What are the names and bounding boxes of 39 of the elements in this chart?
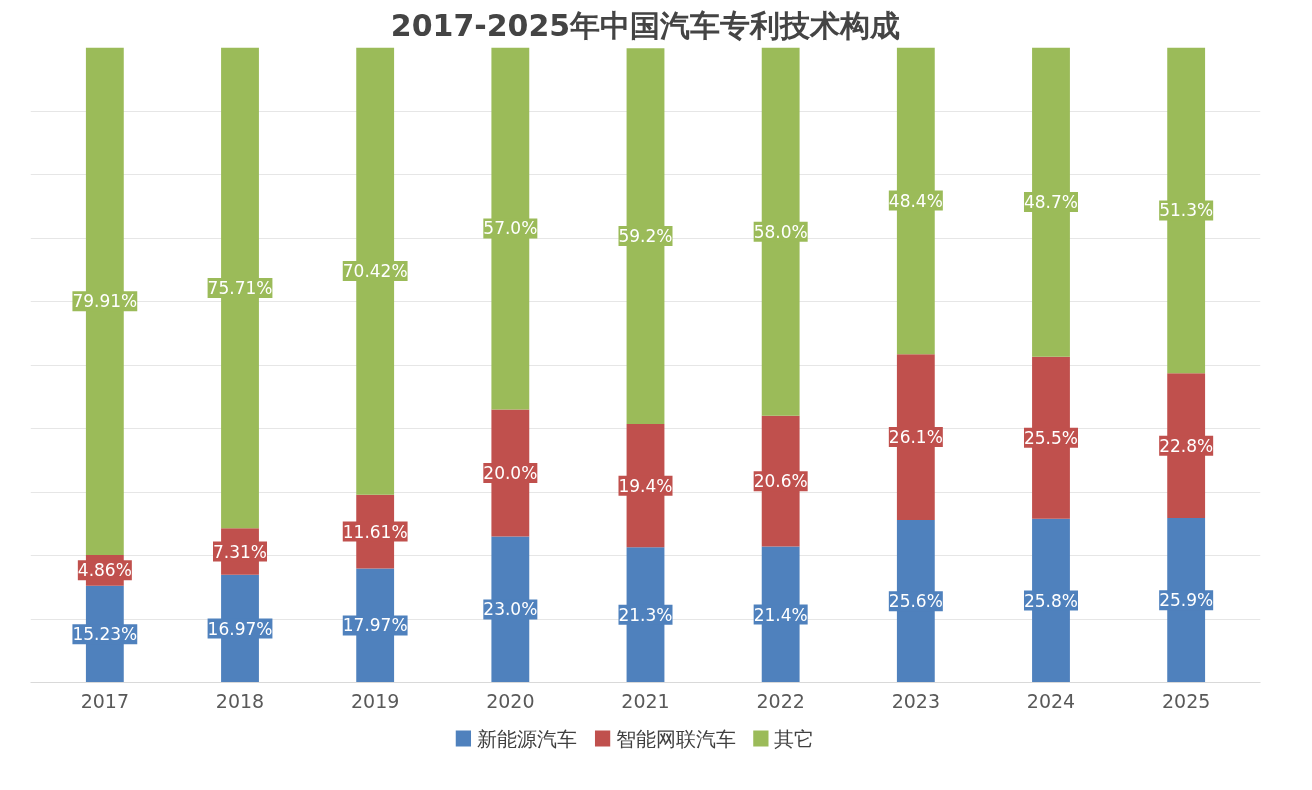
x-tick-label: 2018 (215, 689, 265, 712)
data-label: 57.0% (483, 218, 538, 239)
data-label: 58.0% (753, 221, 808, 242)
data-label: 70.42% (342, 261, 408, 282)
data-label: 19.4% (618, 475, 673, 496)
data-label: 7.31% (213, 541, 268, 562)
data-label: 20.6% (753, 471, 808, 492)
data-label: 16.97% (207, 618, 273, 639)
legend-label: 智能网联汽车 (615, 726, 736, 751)
data-label: 51.3% (1159, 200, 1214, 221)
data-label: 25.9% (1159, 590, 1214, 611)
data-label: 17.97% (342, 615, 408, 636)
data-label: 26.1% (888, 427, 943, 448)
data-label: 75.71% (207, 277, 273, 298)
x-tick-label: 2017 (80, 689, 130, 712)
legend-label: 新能源汽车 (476, 726, 577, 751)
data-label: 21.3% (618, 604, 673, 625)
x-tick-label: 2019 (350, 689, 400, 712)
data-label: 25.6% (888, 591, 943, 612)
data-label: 25.8% (1023, 590, 1079, 611)
data-label: 20.0% (483, 462, 538, 483)
chart-title: 2017-2025年中国汽车专利技术构成 (390, 7, 901, 43)
data-label: 22.8% (1159, 435, 1214, 456)
x-tick-label: 2020 (486, 689, 535, 712)
data-label: 25.5% (1023, 427, 1079, 448)
x-tick-label: 2024 (1026, 689, 1076, 712)
data-label: 79.91% (72, 291, 138, 312)
data-label: 21.4% (753, 604, 808, 625)
data-label: 48.4% (888, 190, 943, 211)
data-label: 23.0% (483, 599, 538, 620)
legend-label: 其它 (774, 726, 815, 751)
x-tick-label: 2025 (1161, 689, 1211, 712)
data-label: 15.23% (72, 624, 138, 645)
data-label: 59.2% (618, 226, 673, 247)
x-tick-label: 2021 (621, 689, 670, 712)
data-label: 48.7% (1023, 192, 1079, 213)
x-tick-label: 2022 (756, 689, 805, 712)
x-tick-label: 2023 (891, 689, 941, 712)
data-label: 11.61% (342, 521, 408, 542)
